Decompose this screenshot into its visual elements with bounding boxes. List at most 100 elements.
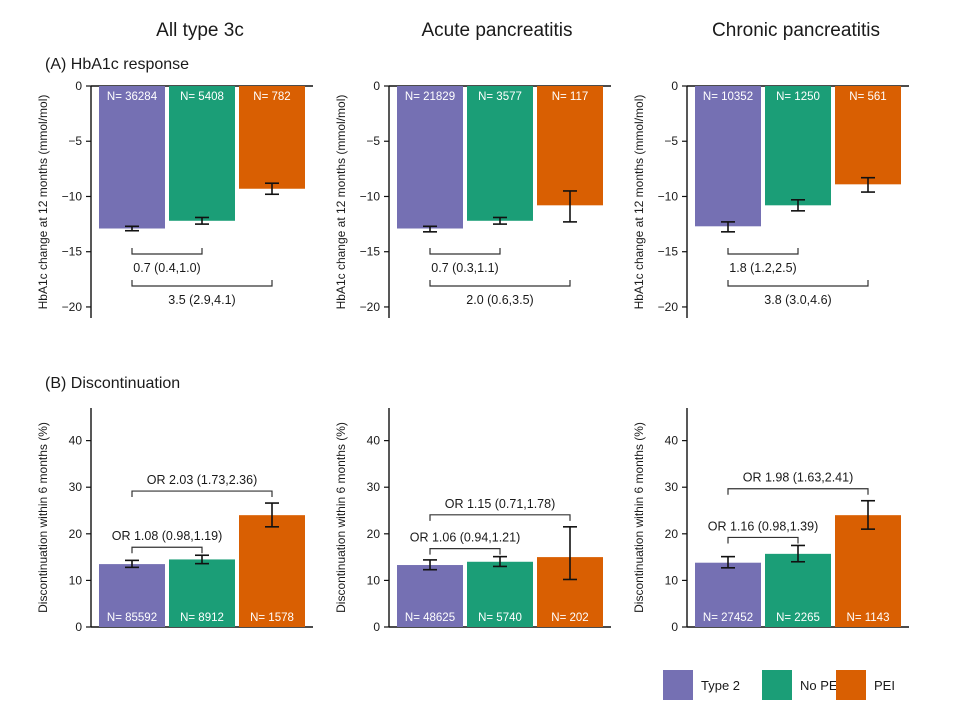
error-bar-type-2 (125, 225, 139, 232)
comparison-label: OR 1.15 (0.71,1.78) (445, 497, 555, 511)
bar-pei (835, 86, 901, 185)
comparison-label: 0.7 (0.3,1.1) (431, 261, 498, 275)
error-bar-pei (265, 182, 279, 196)
y-tick-label: 0 (373, 79, 380, 93)
comparison-label: OR 1.06 (0.94,1.21) (410, 531, 520, 545)
y-tick-label: −10 (62, 189, 83, 203)
n-label-pei: N= 202 (551, 612, 588, 624)
comparison-label: OR 1.08 (0.98,1.19) (112, 529, 222, 543)
n-label-pei: N= 782 (253, 91, 290, 103)
y-tick-label: 0 (671, 79, 678, 93)
y-axis-label: Discontinuation within 6 months (%) (36, 422, 50, 613)
error-bar-type-2 (423, 225, 437, 233)
panel-b-chronic-pancreatitis: 0 10 20 30 40 Discontinuation within 6 months… (632, 408, 909, 634)
comparison-label: OR 1.16 (0.98,1.39) (708, 519, 818, 533)
y-tick-label: 40 (69, 434, 83, 448)
legend: Type 2 No PEI PEI (663, 670, 895, 700)
y-tick-label: −20 (360, 300, 381, 314)
n-label-no-pei: N= 3577 (478, 91, 522, 103)
error-bar-no-pei (791, 198, 805, 212)
y-axis-label: Discontinuation within 6 months (%) (334, 422, 348, 613)
y-tick-label: −10 (658, 189, 679, 203)
comparison-bracket-no-pei: OR 1.16 (0.98,1.39) (708, 519, 818, 544)
legend-item-pei: PEI (836, 670, 895, 700)
legend-swatch (762, 670, 792, 700)
chart-panels: 0 −5 −10 −15 −20 HbA1c change at 12 months (m… (36, 79, 909, 634)
bar-pei (835, 515, 901, 627)
y-tick-label: 30 (69, 480, 83, 494)
y-tick-label: 40 (665, 434, 679, 448)
error-bar-pei (265, 502, 279, 528)
legend-item-no-pei: No PEI (762, 670, 841, 700)
bar-no-pei (169, 559, 235, 627)
error-bar-type-2 (125, 559, 139, 569)
legend-swatch (663, 670, 693, 700)
bar-pei (239, 515, 305, 627)
comparison-label: 1.8 (1.2,2.5) (729, 261, 796, 275)
panel-a-all-type-3c: 0 −5 −10 −15 −20 HbA1c change at 12 months (m… (36, 79, 313, 318)
y-tick-label: −5 (664, 134, 678, 148)
bar-type-2 (99, 564, 165, 627)
comparison-label: 2.0 (0.6,3.5) (466, 293, 533, 307)
panel-b-all-type-3c: 0 10 20 30 40 Discontinuation within 6 months… (36, 408, 313, 634)
comparison-bracket-pei: 2.0 (0.6,3.5) (429, 280, 571, 307)
error-bar-pei (861, 176, 875, 193)
error-bar-no-pei (195, 216, 209, 225)
y-tick-label: 0 (671, 620, 678, 634)
y-tick-label: 10 (665, 573, 679, 587)
error-bar-no-pei (493, 555, 507, 568)
bar-type-2 (695, 86, 761, 227)
comparison-label: OR 1.98 (1.63,2.41) (743, 471, 853, 485)
y-tick-label: 20 (69, 527, 83, 541)
comparison-label: OR 2.03 (1.73,2.36) (147, 473, 257, 487)
comparison-label: 3.8 (3.0,4.6) (764, 293, 831, 307)
bar-no-pei (467, 86, 533, 221)
bar-no-pei (765, 553, 831, 627)
row-title-hba1c-response: (A) HbA1c response (45, 56, 189, 73)
error-bar-type-2 (721, 221, 735, 233)
n-label-no-pei: N= 8912 (180, 612, 224, 624)
y-tick-label: −5 (68, 134, 82, 148)
n-label-pei: N= 1578 (250, 612, 294, 624)
bar-type-2 (397, 565, 463, 627)
y-tick-label: 40 (367, 434, 381, 448)
n-label-no-pei: N= 5740 (478, 612, 522, 624)
legend-item-type-2: Type 2 (663, 670, 740, 700)
column-title-chronic-pancreatitis: Chronic pancreatitis (712, 20, 880, 41)
column-title-all-type-3c: All type 3c (156, 20, 244, 41)
y-tick-label: 20 (367, 527, 381, 541)
y-tick-label: 0 (75, 620, 82, 634)
y-axis-label: HbA1c change at 12 months (mmol/mol) (36, 95, 50, 310)
error-bar-pei (563, 190, 577, 223)
row-title-discontinuation: (B) Discontinuation (45, 375, 180, 392)
y-axis-label: Discontinuation within 6 months (%) (632, 422, 646, 613)
legend-label: Type 2 (701, 678, 740, 693)
panel-a-chronic-pancreatitis: 0 −5 −10 −15 −20 HbA1c change at 12 months (m… (632, 79, 909, 318)
column-title-acute-pancreatitis: Acute pancreatitis (421, 20, 572, 41)
y-axis-label: HbA1c change at 12 months (mmol/mol) (632, 95, 646, 310)
legend-label: PEI (874, 678, 895, 693)
y-tick-label: −20 (62, 300, 83, 314)
n-label-type-2: N= 36284 (107, 91, 158, 103)
error-bar-type-2 (423, 559, 437, 571)
bar-pei (537, 86, 603, 206)
comparison-bracket-no-pei: OR 1.08 (0.98,1.19) (112, 529, 222, 554)
n-label-no-pei: N= 2265 (776, 612, 820, 624)
comparison-bracket-pei: OR 1.15 (0.71,1.78) (429, 497, 571, 521)
comparison-bracket-pei: 3.5 (2.9,4.1) (131, 280, 273, 307)
bar-no-pei (169, 86, 235, 221)
comparison-bracket-no-pei: 0.7 (0.3,1.1) (429, 248, 501, 275)
n-label-type-2: N= 10352 (703, 91, 753, 103)
y-tick-label: 30 (367, 480, 381, 494)
comparison-bracket-no-pei: OR 1.06 (0.94,1.21) (410, 531, 520, 555)
comparison-bracket-pei: OR 1.98 (1.63,2.41) (727, 471, 869, 495)
n-label-type-2: N= 85592 (107, 612, 157, 624)
panel-b-acute-pancreatitis: 0 10 20 30 40 Discontinuation within 6 months… (334, 408, 611, 634)
n-label-pei: N= 561 (849, 91, 886, 103)
y-axis-label: HbA1c change at 12 months (mmol/mol) (334, 95, 348, 310)
bar-type-2 (99, 86, 165, 229)
error-bar-no-pei (791, 544, 805, 563)
y-tick-label: −15 (360, 245, 381, 259)
y-tick-label: −10 (360, 189, 381, 203)
